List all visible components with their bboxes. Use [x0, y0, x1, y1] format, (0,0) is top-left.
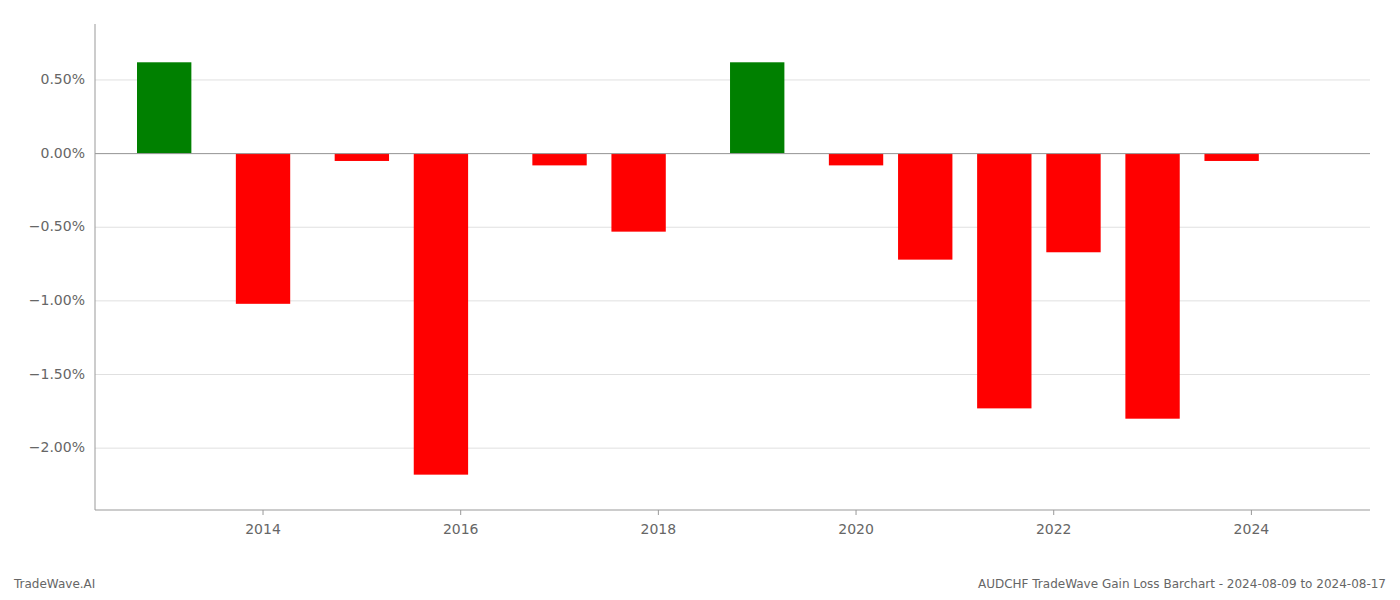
bar: [829, 154, 883, 166]
grid-line: [95, 448, 1370, 449]
y-axis-line: [95, 24, 96, 510]
bar: [730, 62, 784, 153]
chart-container: 0.50%0.00%−0.50%−1.00%−1.50%−2.00%201420…: [0, 0, 1400, 600]
bar: [898, 154, 952, 260]
footer-text: AUDCHF TradeWave Gain Loss Barchart - 20…: [978, 577, 1386, 591]
bar: [1204, 154, 1258, 161]
x-tick: [856, 510, 857, 515]
y-tick-label: −1.00%: [29, 292, 85, 308]
x-tick-label: 2018: [641, 521, 677, 537]
grid-line: [95, 153, 1370, 154]
x-tick-label: 2020: [838, 521, 874, 537]
bar: [335, 154, 389, 161]
x-tick: [263, 510, 264, 515]
x-tick: [658, 510, 659, 515]
y-tick-label: −2.00%: [29, 439, 85, 455]
bar: [1125, 154, 1179, 419]
y-tick-label: −1.50%: [29, 366, 85, 382]
y-tick-label: 0.50%: [41, 71, 85, 87]
x-tick: [1251, 510, 1252, 515]
bars: [137, 62, 1259, 474]
x-ticks: 2014 2016 2018 2020 2022 2024: [245, 510, 1269, 537]
chart-svg: 0.50%0.00%−0.50%−1.00%−1.50%−2.00%201420…: [0, 0, 1400, 600]
bar: [414, 154, 468, 475]
x-tick: [460, 510, 461, 515]
x-tick-label: 2014: [245, 521, 281, 537]
bar: [532, 154, 586, 166]
bar: [236, 154, 290, 304]
bar: [611, 154, 665, 232]
bar: [977, 154, 1031, 409]
x-tick: [1053, 510, 1054, 515]
footer-text: TradeWave.AI: [13, 577, 95, 591]
y-tick-labels: 0.50% 0.00% −0.50% −1.00% −1.50% −2.00%: [29, 71, 85, 455]
y-tick-label: −0.50%: [29, 218, 85, 234]
bar: [1046, 154, 1100, 253]
x-tick-label: 2024: [1234, 521, 1270, 537]
x-axis-line: [95, 510, 1370, 511]
x-tick-label: 2016: [443, 521, 479, 537]
bar: [137, 62, 191, 153]
zero-line: [95, 153, 1370, 154]
x-tick-label: 2022: [1036, 521, 1072, 537]
y-tick-label: 0.00%: [41, 145, 85, 161]
